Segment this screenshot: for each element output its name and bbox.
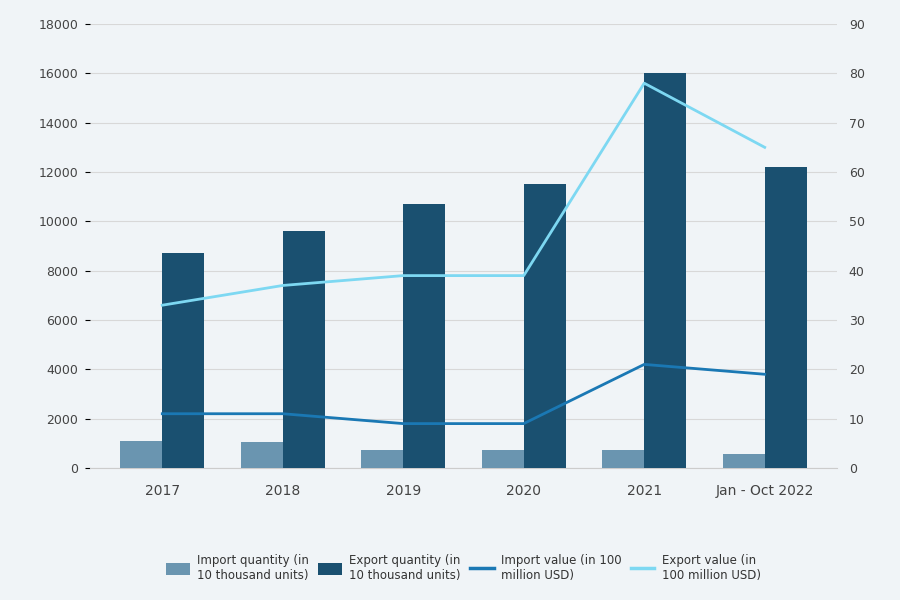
Export value (in
100 million USD): [157, 302, 167, 309]
Import value (in 100
million USD): [760, 371, 770, 378]
Line: Export value (in
100 million USD): Export value (in 100 million USD): [162, 83, 765, 305]
Export value (in
100 million USD): [277, 282, 288, 289]
Bar: [120, 441, 162, 468]
Bar: [283, 231, 325, 468]
Bar: [644, 73, 687, 468]
Bar: [765, 167, 807, 468]
Bar: [524, 184, 566, 468]
Export value (in
100 million USD): [639, 80, 650, 87]
Bar: [403, 204, 446, 468]
Bar: [240, 442, 283, 468]
Bar: [602, 449, 644, 468]
Bar: [482, 449, 524, 468]
Import value (in 100
million USD): [639, 361, 650, 368]
Import value (in 100
million USD): [277, 410, 288, 418]
Export value (in
100 million USD): [518, 272, 529, 279]
Export value (in
100 million USD): [760, 144, 770, 151]
Import value (in 100
million USD): [518, 420, 529, 427]
Import value (in 100
million USD): [157, 410, 167, 418]
Line: Import value (in 100
million USD): Import value (in 100 million USD): [162, 364, 765, 424]
Import value (in 100
million USD): [398, 420, 409, 427]
Bar: [162, 253, 204, 468]
Bar: [361, 449, 403, 468]
Legend: Import quantity (in
10 thousand units), Export quantity (in
10 thousand units), : Import quantity (in 10 thousand units), …: [162, 549, 765, 586]
Export value (in
100 million USD): [398, 272, 409, 279]
Bar: [723, 454, 765, 468]
